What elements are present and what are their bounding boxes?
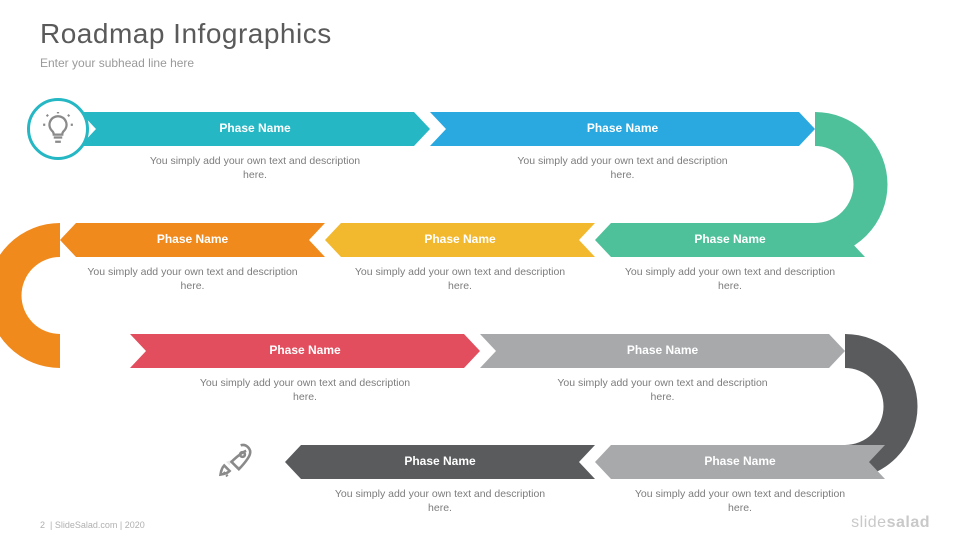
start-icon-circle (27, 98, 89, 160)
phase-title: Phase Name (523, 121, 723, 135)
lightbulb-icon (41, 112, 75, 146)
phase-title: Phase Name (640, 454, 840, 468)
slide: { "title": "Roadmap Infographics", "subt… (0, 0, 960, 540)
turn-connector (5, 240, 60, 351)
phase-title: Phase Name (360, 232, 560, 246)
phase-title: Phase Name (93, 232, 293, 246)
phase-desc: You simply add your own text and descrip… (620, 265, 840, 293)
footer-left: 2 | SlideSalad.com | 2020 (40, 520, 145, 530)
phase-desc: You simply add your own text and descrip… (553, 376, 773, 404)
phase-title: Phase Name (630, 232, 830, 246)
phase-title: Phase Name (340, 454, 540, 468)
phase-desc: You simply add your own text and descrip… (330, 487, 550, 515)
phase-desc: You simply add your own text and descrip… (350, 265, 570, 293)
phase-title: Phase Name (155, 121, 355, 135)
phase-desc: You simply add your own text and descrip… (513, 154, 733, 182)
end-icon (215, 438, 259, 487)
phase-title: Phase Name (205, 343, 405, 357)
phase-desc: You simply add your own text and descrip… (195, 376, 415, 404)
phase-title: Phase Name (563, 343, 763, 357)
phase-desc: You simply add your own text and descrip… (83, 265, 303, 293)
footer-brand: slidesalad (851, 514, 930, 532)
phase-desc: You simply add your own text and descrip… (630, 487, 850, 515)
phase-desc: You simply add your own text and descrip… (145, 154, 365, 182)
rocket-icon (215, 438, 259, 482)
